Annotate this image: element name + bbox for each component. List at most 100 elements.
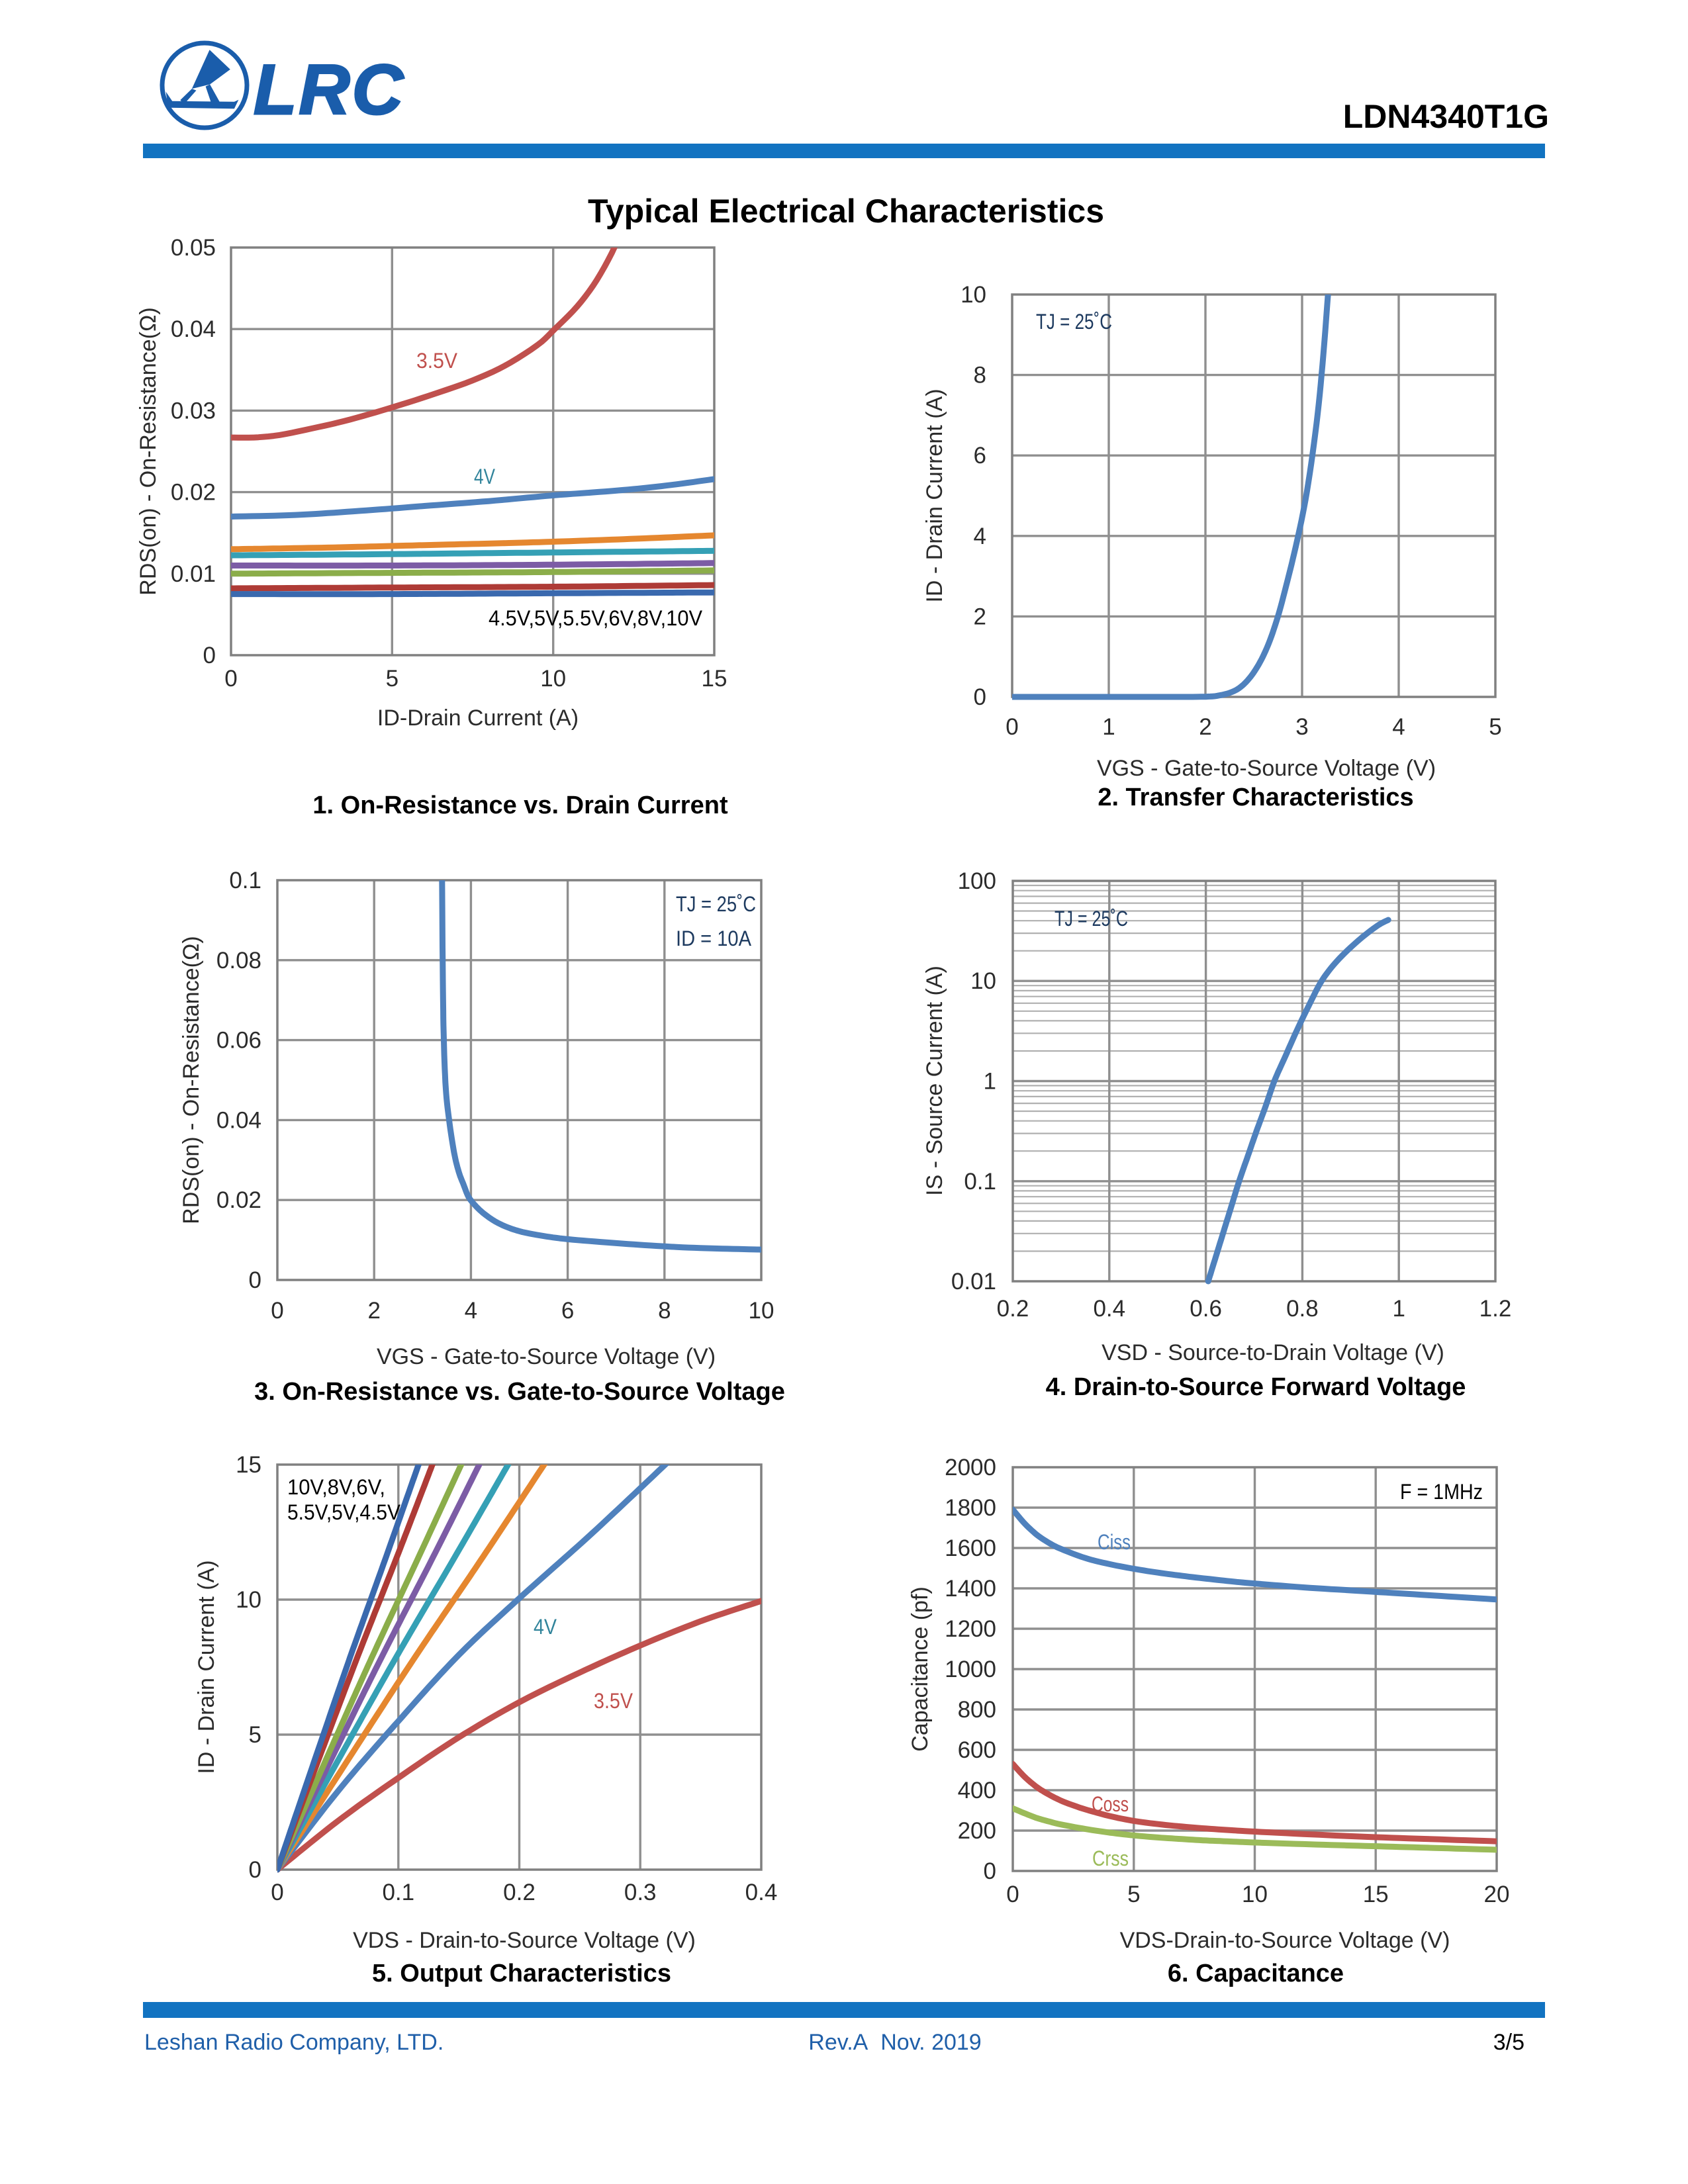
svg-text:0.04: 0.04 (216, 1107, 261, 1133)
svg-text:1: 1 (1102, 714, 1115, 740)
svg-text:VGS - Gate-to-Source Voltage (: VGS - Gate-to-Source Voltage (V) (377, 1344, 716, 1369)
svg-text:15: 15 (236, 1452, 261, 1478)
svg-text:TJ = 25˚C: TJ = 25˚C (1055, 907, 1128, 931)
svg-text:10: 10 (970, 968, 996, 994)
svg-text:10: 10 (1242, 1882, 1268, 1907)
svg-text:100: 100 (958, 868, 996, 894)
svg-text:2. Transfer Characteristics: 2. Transfer Characteristics (1098, 784, 1413, 811)
svg-text:800: 800 (958, 1697, 996, 1723)
svg-text:RDS(on) - On-Resistance(Ω): RDS(on) - On-Resistance(Ω) (179, 936, 204, 1224)
svg-text:0.01: 0.01 (171, 561, 216, 587)
svg-text:4V: 4V (534, 1615, 557, 1639)
svg-text:0: 0 (984, 1858, 996, 1884)
svg-text:0: 0 (249, 1267, 261, 1293)
svg-text:1: 1 (984, 1069, 996, 1095)
svg-text:5. Output Characteristics: 5. Output Characteristics (372, 1960, 671, 1987)
svg-text:3. On-Resistance vs. Gate-to-S: 3. On-Resistance vs. Gate-to-Source Volt… (254, 1378, 785, 1406)
svg-text:3.5V: 3.5V (416, 349, 458, 373)
svg-text:4V: 4V (474, 465, 496, 488)
svg-text:3: 3 (1295, 714, 1308, 740)
svg-text:1400: 1400 (945, 1576, 996, 1602)
svg-text:3/5: 3/5 (1493, 2030, 1524, 2055)
svg-text:1800: 1800 (945, 1495, 996, 1521)
svg-text:0.03: 0.03 (171, 398, 216, 424)
svg-text:1.2: 1.2 (1479, 1296, 1512, 1322)
svg-text:VDS - Drain-to-Source Voltage: VDS - Drain-to-Source Voltage (V) (353, 1928, 696, 1953)
svg-text:0.04: 0.04 (171, 316, 216, 342)
svg-text:2: 2 (1199, 714, 1211, 740)
svg-text:0.06: 0.06 (216, 1028, 261, 1054)
svg-text:200: 200 (958, 1818, 996, 1844)
svg-text:0.05: 0.05 (171, 235, 216, 261)
svg-text:3.5V: 3.5V (594, 1689, 633, 1713)
svg-text:Typical Electrical Characteris: Typical Electrical Characteristics (588, 193, 1104, 230)
svg-text:4: 4 (465, 1298, 477, 1324)
svg-text:8: 8 (658, 1298, 671, 1324)
svg-text:ID-Drain Current (A): ID-Drain Current (A) (377, 705, 579, 731)
svg-text:0: 0 (203, 643, 216, 668)
svg-text:LRC: LRC (254, 50, 405, 129)
svg-text:0.2: 0.2 (503, 1880, 536, 1905)
svg-text:0: 0 (249, 1857, 261, 1883)
svg-text:15: 15 (1363, 1882, 1389, 1907)
svg-text:10V,8V,6V,: 10V,8V,6V, (287, 1475, 385, 1499)
svg-text:20: 20 (1484, 1882, 1510, 1907)
svg-text:Ciss: Ciss (1098, 1530, 1131, 1554)
svg-text:0: 0 (271, 1880, 283, 1905)
svg-text:1: 1 (1392, 1296, 1405, 1322)
svg-text:1000: 1000 (945, 1657, 996, 1682)
svg-text:6. Capacitance: 6. Capacitance (1168, 1960, 1344, 1987)
svg-text:VDS-Drain-to-Source Voltage (V: VDS-Drain-to-Source Voltage (V) (1120, 1928, 1450, 1953)
svg-text:5: 5 (1489, 714, 1501, 740)
svg-text:Capacitance (pf): Capacitance (pf) (908, 1586, 933, 1751)
svg-text:0.4: 0.4 (1093, 1296, 1125, 1322)
svg-text:0.1: 0.1 (229, 868, 261, 893)
svg-text:0.2: 0.2 (997, 1296, 1029, 1322)
svg-text:Coss: Coss (1092, 1792, 1129, 1816)
svg-text:2: 2 (974, 604, 986, 629)
svg-text:10: 10 (540, 666, 566, 692)
svg-text:ID = 10A: ID = 10A (676, 927, 752, 950)
svg-text:2000: 2000 (945, 1455, 996, 1480)
svg-text:TJ = 25˚C: TJ = 25˚C (1036, 310, 1112, 334)
svg-text:Leshan Radio Company, LTD.: Leshan Radio Company, LTD. (144, 2030, 444, 2055)
svg-text:Rev.A Nov. 2019: Rev.A Nov. 2019 (808, 2030, 981, 2055)
svg-text:5: 5 (1127, 1882, 1140, 1907)
svg-text:4: 4 (1392, 714, 1405, 740)
svg-text:4: 4 (974, 523, 986, 549)
svg-text:400: 400 (958, 1778, 996, 1803)
svg-text:4.5V,5V,5.5V,6V,8V,10V: 4.5V,5V,5.5V,6V,8V,10V (489, 606, 703, 630)
svg-text:10: 10 (236, 1587, 261, 1613)
svg-text:0.8: 0.8 (1286, 1296, 1319, 1322)
svg-text:F = 1MHz: F = 1MHz (1400, 1480, 1483, 1504)
svg-text:0: 0 (1006, 1882, 1019, 1907)
svg-text:0: 0 (1006, 714, 1018, 740)
svg-text:0.01: 0.01 (951, 1269, 996, 1295)
svg-text:6: 6 (561, 1298, 574, 1324)
svg-text:VGS - Gate-to-Source Voltage (: VGS - Gate-to-Source Voltage (V) (1097, 756, 1436, 781)
svg-text:0.1: 0.1 (964, 1169, 996, 1195)
svg-text:0: 0 (224, 666, 237, 692)
svg-text:1600: 1600 (945, 1535, 996, 1561)
svg-text:10: 10 (961, 282, 986, 308)
svg-text:1. On-Resistance vs. Drain Cur: 1. On-Resistance vs. Drain Current (312, 792, 728, 819)
svg-text:5: 5 (386, 666, 399, 692)
svg-text:0: 0 (974, 684, 986, 710)
svg-text:0.08: 0.08 (216, 948, 261, 974)
svg-text:1200: 1200 (945, 1616, 996, 1642)
svg-text:0.1: 0.1 (382, 1880, 414, 1905)
svg-text:4. Drain-to-Source Forward Vol: 4. Drain-to-Source Forward Voltage (1046, 1373, 1466, 1401)
svg-text:2: 2 (367, 1298, 380, 1324)
svg-text:ID - Drain Current (A): ID - Drain Current (A) (194, 1560, 219, 1774)
svg-text:ID - Drain Current (A): ID - Drain Current (A) (922, 388, 947, 602)
svg-text:RDS(on) - On-Resistance(Ω): RDS(on) - On-Resistance(Ω) (136, 307, 161, 595)
svg-text:IS - Source Current (A): IS - Source Current (A) (922, 966, 947, 1196)
svg-text:8: 8 (974, 363, 986, 388)
svg-text:0: 0 (271, 1298, 283, 1324)
svg-text:6: 6 (974, 443, 986, 469)
svg-text:600: 600 (958, 1737, 996, 1763)
svg-text:0.3: 0.3 (624, 1880, 657, 1905)
svg-text:VSD - Source-to-Drain Voltage: VSD - Source-to-Drain Voltage (V) (1102, 1340, 1444, 1365)
svg-text:5.5V,5V,4.5V: 5.5V,5V,4.5V (287, 1500, 401, 1524)
svg-text:10: 10 (749, 1298, 774, 1324)
